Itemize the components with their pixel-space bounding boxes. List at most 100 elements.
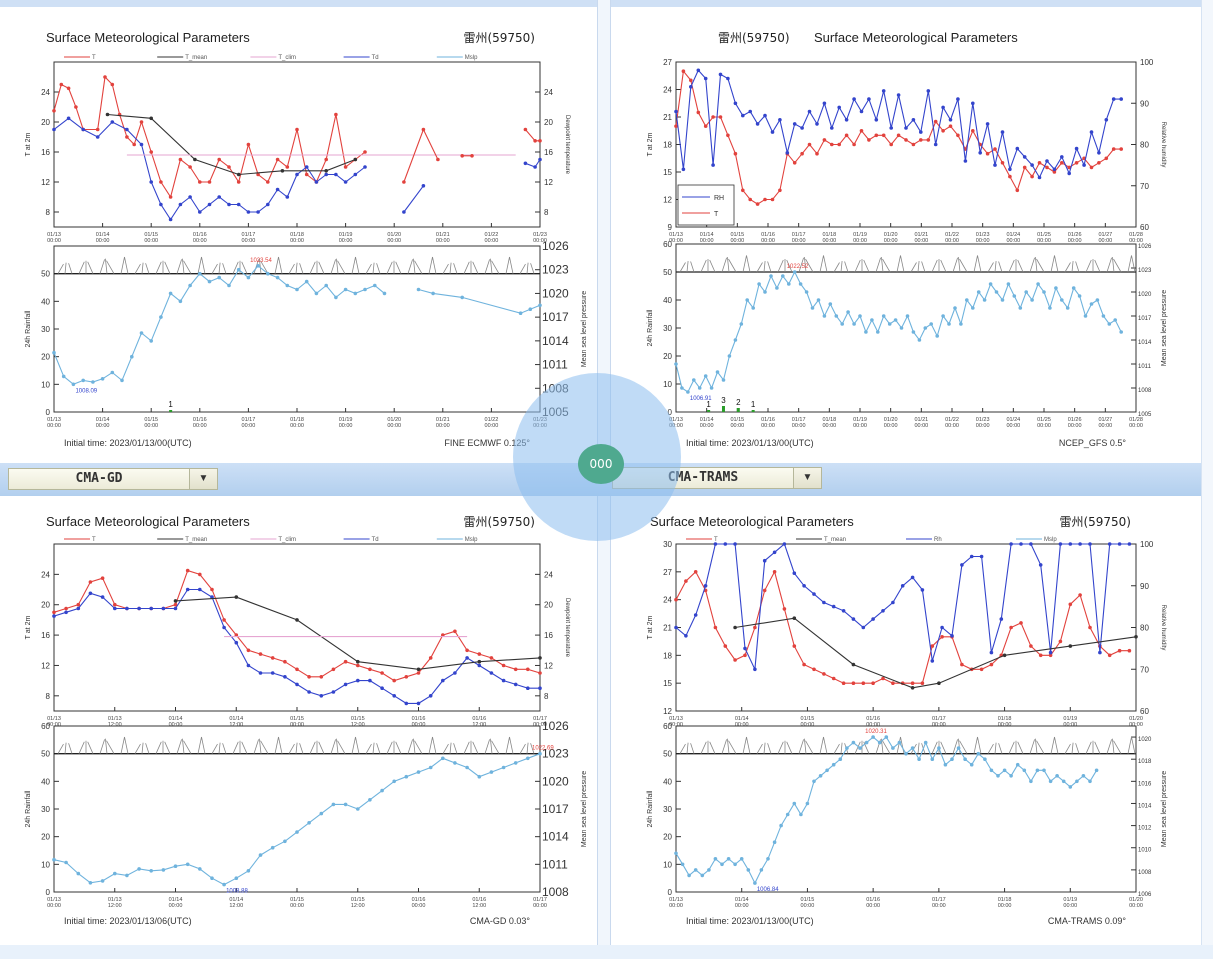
wind-barb: [376, 743, 381, 754]
wind-barb: [1106, 739, 1112, 754]
x-tick-label-time: 00:00: [485, 238, 499, 244]
chevron-down-icon[interactable]: ▼: [793, 468, 821, 488]
series-t-point: [453, 629, 457, 634]
x-tick-label-date: 01/15: [730, 232, 744, 238]
wind-barb: [1075, 261, 1080, 273]
series-t-point: [283, 659, 287, 664]
x-tick-label-time: 00:00: [1068, 423, 1082, 429]
wind-barb: [336, 738, 339, 754]
wind-barb: [526, 262, 529, 274]
series-t-point: [526, 667, 530, 672]
series-rh-point: [904, 126, 908, 130]
series-mslp-point: [937, 746, 941, 750]
series-rh-point: [1037, 175, 1042, 180]
series-mslp-point: [1006, 282, 1011, 286]
series-t_mean-point: [851, 662, 856, 667]
y-left-tick-label: 0: [668, 888, 673, 897]
wind-barb: [798, 739, 804, 754]
center-badge[interactable]: 000: [578, 444, 624, 484]
series-mslp-point: [210, 876, 214, 880]
series-mslp-point: [680, 862, 685, 867]
wind-barb: [337, 740, 346, 754]
series-td-point: [64, 610, 68, 615]
wind-barb: [763, 742, 766, 754]
x-tick-label-date: 01/20: [884, 232, 898, 238]
series-t-point: [168, 195, 173, 199]
wind-barb: [1131, 255, 1136, 273]
series-mslp-point: [270, 845, 275, 850]
series-t-point: [139, 120, 144, 124]
series-rh-point: [1030, 163, 1034, 167]
y-left-tick-label: 30: [663, 324, 672, 333]
chevron-down-icon[interactable]: ▼: [189, 469, 217, 489]
series-t-point: [748, 197, 752, 202]
series-t-point: [770, 197, 775, 202]
y-left-axis-label: 24h Rainfall: [647, 790, 654, 827]
y-right-tick-label: 100: [1140, 540, 1154, 549]
series-td-point: [356, 678, 360, 683]
wind-barb: [679, 262, 686, 273]
series-mslp-point: [697, 386, 702, 390]
series-rh-point: [831, 604, 836, 609]
x-tick-label-date: 01/28: [1129, 417, 1143, 423]
series-mslp-point: [1002, 768, 1007, 773]
wind-barb: [442, 263, 449, 274]
series-mslp-point: [805, 801, 810, 806]
x-tick-label-date: 01/13: [47, 232, 61, 238]
x-tick-label-time: 00:00: [47, 423, 61, 429]
series-mslp-point: [994, 290, 999, 294]
series-t_mean-point: [1134, 635, 1138, 639]
series-mslp-point: [460, 295, 465, 300]
model-select-left[interactable]: CMA-GD ▼: [8, 468, 218, 490]
x-tick-label-time: 00:00: [914, 238, 928, 244]
wind-barb: [973, 255, 978, 273]
wind-barb: [1035, 738, 1038, 754]
series-t_mean-point: [937, 681, 941, 685]
series-t-point: [538, 671, 542, 675]
series-mslp-point: [775, 286, 779, 290]
wind-barb: [372, 742, 375, 754]
series-t_mean-point: [236, 172, 241, 177]
series-mslp-point: [159, 315, 163, 319]
series-t-point: [159, 180, 163, 184]
series-rh-point: [1015, 146, 1020, 151]
wind-barb: [854, 259, 861, 273]
series-td-line: [53, 117, 366, 221]
x-tick-label-time: 00:00: [1129, 722, 1143, 728]
series-td-point: [227, 202, 231, 207]
x-tick-label-time: 00:00: [1006, 238, 1020, 244]
wind-barb: [68, 263, 73, 274]
series-t-point: [841, 681, 846, 685]
window-scrollbar[interactable]: [1201, 0, 1213, 959]
x-tick-label-time: 00:00: [700, 423, 714, 429]
series-td-point: [222, 625, 226, 630]
series-rh-point: [1082, 163, 1086, 167]
wind-barb: [798, 257, 804, 273]
series-t-point: [198, 572, 202, 577]
series-t-point: [703, 124, 708, 128]
series-t-point: [1022, 165, 1027, 170]
series-td-point: [304, 165, 309, 169]
wind-barb: [68, 743, 73, 754]
series-t-point: [1074, 161, 1079, 165]
series-t-point: [404, 675, 409, 679]
y-right-axis-label: Mean sea level pressure: [581, 771, 588, 847]
wind-barb: [1064, 743, 1071, 754]
series-mslp-point: [769, 274, 773, 278]
series-rh-point: [713, 542, 718, 546]
series-td-point: [314, 180, 319, 184]
x-tick-label-date: 01/13: [108, 897, 122, 903]
wind-barb: [819, 736, 824, 754]
series-rh-point: [822, 600, 826, 605]
series-rh-point: [689, 85, 693, 89]
wind-barb: [299, 743, 304, 754]
rain-bar-label: 1: [706, 400, 711, 409]
legend-label: Rh: [934, 537, 942, 543]
x-tick-label-time: 00:00: [761, 238, 775, 244]
series-mslp-point: [674, 851, 678, 856]
wind-barb: [900, 736, 905, 754]
wind-barb: [232, 261, 239, 274]
series-mslp-point: [1022, 768, 1027, 773]
series-t-point: [956, 133, 960, 138]
y-right-tick-label: 90: [1140, 582, 1149, 591]
